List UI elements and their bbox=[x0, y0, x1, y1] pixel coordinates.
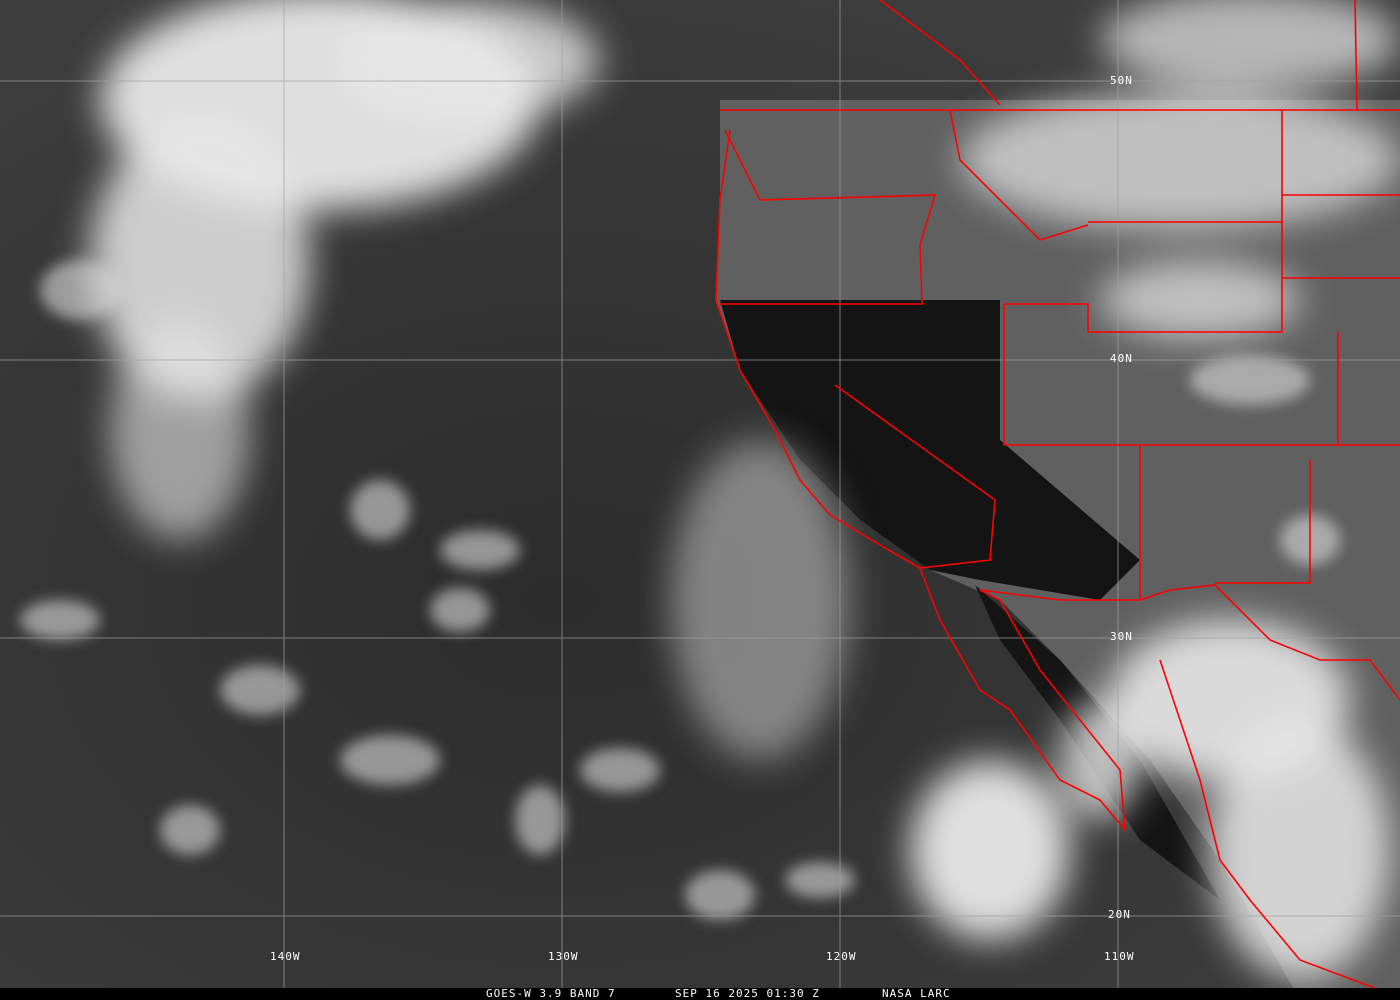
lat-label-50n: 50N bbox=[1110, 74, 1133, 87]
source-label: NASA LARC bbox=[882, 987, 951, 1000]
cloud-layer bbox=[90, 0, 1400, 980]
lat-label-20n: 20N bbox=[1108, 908, 1131, 921]
lat-label-30n: 30N bbox=[1110, 630, 1133, 643]
satellite-band-label: GOES-W 3.9 BAND 7 bbox=[486, 987, 616, 1000]
dark-land-california bbox=[720, 300, 1140, 600]
lon-label-110w: 110W bbox=[1104, 950, 1135, 963]
political-borders bbox=[715, 0, 1400, 991]
lon-label-130w: 130W bbox=[548, 950, 579, 963]
lon-label-140w: 140W bbox=[270, 950, 301, 963]
caption-bar: GOES-W 3.9 BAND 7 SEP 16 2025 01:30 Z NA… bbox=[0, 988, 1400, 1000]
timestamp-label: SEP 16 2025 01:30 Z bbox=[675, 987, 820, 1000]
lon-label-120w: 120W bbox=[826, 950, 857, 963]
lat-label-40n: 40N bbox=[1110, 352, 1133, 365]
